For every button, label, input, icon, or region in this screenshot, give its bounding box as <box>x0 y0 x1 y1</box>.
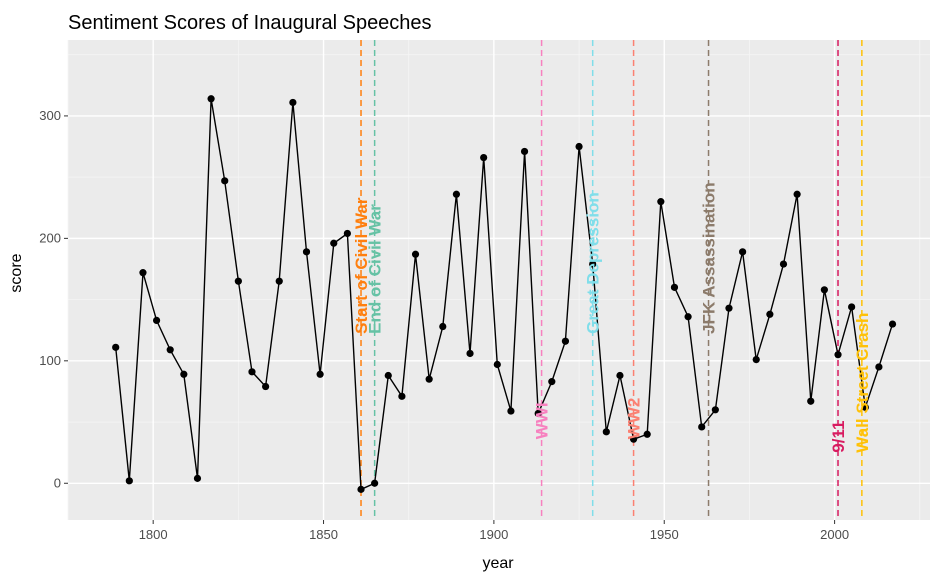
data-point <box>384 371 392 380</box>
data-point <box>302 248 311 256</box>
event-label: End of Civil War <box>366 204 385 334</box>
event-label: Great Depression <box>584 192 603 334</box>
x-tick-label: 1900 <box>479 527 508 542</box>
data-point <box>166 346 174 354</box>
data-point <box>888 320 897 328</box>
axis-ticks: 1800 1850 1900 1950 2000 0 100 200 300 <box>39 108 849 542</box>
data-point <box>766 310 774 318</box>
data-point <box>152 316 161 325</box>
data-point <box>357 485 365 493</box>
data-point <box>125 477 133 485</box>
data-point <box>139 269 147 277</box>
data-point <box>589 260 597 268</box>
data-point <box>234 277 242 285</box>
data-point <box>520 147 529 156</box>
data-point <box>262 382 270 391</box>
event-label: WWI <box>533 402 552 439</box>
minor-gridlines <box>67 40 930 520</box>
event-label: Wall Street Crash <box>853 313 872 453</box>
x-axis-label: year <box>482 555 514 572</box>
y-tick-label: 200 <box>39 230 61 245</box>
data-point <box>343 229 351 238</box>
major-gridlines <box>68 40 930 520</box>
data-point <box>480 153 488 162</box>
data-point <box>616 371 624 380</box>
x-tick-label: 1950 <box>650 527 679 542</box>
data-point <box>548 378 556 386</box>
data-point <box>657 198 665 206</box>
data-point <box>711 406 719 414</box>
data-point <box>207 95 215 103</box>
data-point <box>684 313 692 321</box>
data-point <box>534 409 542 418</box>
data-point <box>602 428 610 436</box>
data-point <box>425 375 433 383</box>
event-label: 9/11 <box>829 421 848 453</box>
data-point <box>629 435 638 443</box>
data-point <box>248 368 256 376</box>
y-tick-label: 100 <box>39 353 61 368</box>
plot-panel <box>68 40 930 520</box>
data-point <box>221 177 229 185</box>
data-point <box>670 283 679 291</box>
data-point <box>752 355 760 364</box>
x-tick-label: 2000 <box>820 527 849 542</box>
event-label: JFK Assassination <box>700 182 719 333</box>
data-point <box>452 190 461 198</box>
series-line <box>115 98 894 491</box>
data-point <box>739 248 747 256</box>
data-point <box>725 304 733 312</box>
event-label: WW2 <box>625 398 644 440</box>
data-point <box>493 360 501 369</box>
event-lines <box>360 40 863 520</box>
data-point <box>112 343 120 351</box>
data-point <box>698 423 706 431</box>
data-point <box>834 351 842 359</box>
y-tick-label: 300 <box>39 108 61 123</box>
data-point <box>779 260 788 268</box>
data-point <box>371 479 379 487</box>
chart-title: Sentiment Scores of Inaugural Speeches <box>68 12 432 34</box>
series-layer <box>112 95 897 493</box>
data-point <box>643 430 651 438</box>
data-point <box>466 349 474 358</box>
data-point <box>793 190 801 198</box>
data-point <box>193 474 202 482</box>
data-point <box>330 239 338 247</box>
data-point <box>875 363 883 371</box>
data-point <box>861 403 869 411</box>
event-label: Start of Civil War <box>352 197 371 334</box>
data-point <box>275 277 283 285</box>
x-tick-label: 1800 <box>139 527 168 542</box>
data-point <box>180 370 188 378</box>
data-point <box>439 322 447 331</box>
data-point <box>575 142 583 151</box>
data-point <box>398 392 406 400</box>
data-point <box>561 337 570 345</box>
data-point <box>411 250 420 258</box>
data-point <box>316 370 324 378</box>
data-point <box>848 303 856 311</box>
data-point <box>807 397 815 405</box>
data-point <box>820 286 828 294</box>
data-point <box>289 98 297 107</box>
x-tick-label: 1850 <box>309 527 338 542</box>
y-tick-label: 0 <box>54 475 61 490</box>
data-point <box>507 407 515 415</box>
y-axis-label: score <box>8 253 25 292</box>
